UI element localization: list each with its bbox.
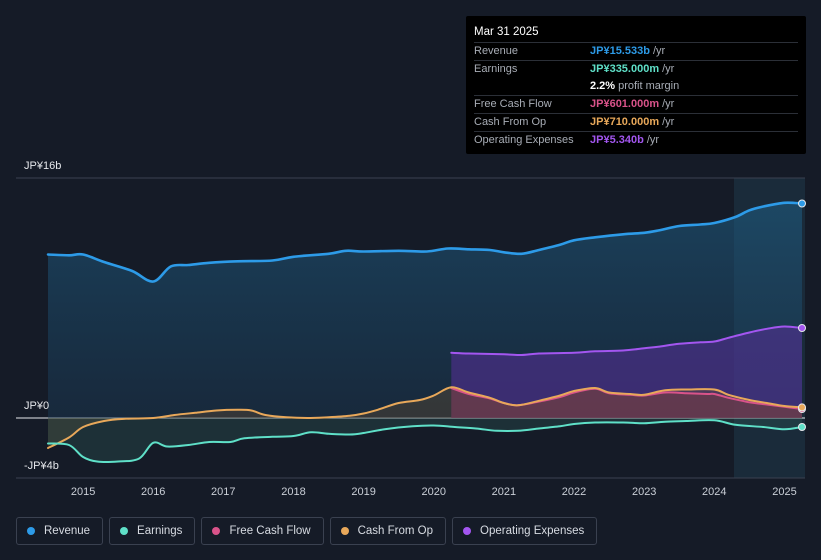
legend-dot-icon	[27, 527, 35, 535]
tooltip-row-label	[474, 78, 590, 95]
x-tick-label: 2024	[702, 486, 726, 498]
x-tick-label: 2018	[281, 486, 305, 498]
tooltip-row-value: JP¥15.533b	[590, 45, 650, 57]
legend-label: Revenue	[44, 525, 91, 537]
chart-plot: 2015 2016 2017 2018 2019 2020 2021 2022 2023 2024…	[16, 177, 806, 498]
series-endpoint-revenue[interactable]	[798, 199, 806, 208]
tooltip-row-label: Revenue	[474, 45, 519, 57]
series-area-cash-from-op	[48, 387, 802, 448]
series-area-free-cash-flow	[451, 388, 802, 418]
series-line-revenue	[46, 201, 804, 283]
series-endpoint-cash-from-op[interactable]	[798, 403, 806, 412]
series-area-earnings	[48, 418, 802, 462]
tooltip-row-label: Operating Expenses	[474, 134, 574, 146]
y-axis-zero-label: JP¥0	[24, 400, 50, 412]
series-endpoint-earnings[interactable]	[798, 423, 806, 431]
y-axis-top-label: JP¥16b	[24, 160, 62, 172]
tooltip-row-label: Earnings	[474, 63, 518, 75]
legend-dot-icon	[463, 527, 472, 535]
tooltip-row-value: JP¥601.000m	[590, 98, 660, 110]
x-tick-label: 2025	[772, 486, 796, 498]
tooltip-row: Operating Expenses JP¥5.340b/yr	[474, 131, 798, 149]
x-tick-label: 2023	[632, 486, 656, 498]
legend-label: Earnings	[137, 525, 183, 537]
legend-item-operating-expenses[interactable]: Operating Expenses	[452, 517, 598, 545]
tooltip-row: Revenue JP¥15.533b/yr	[474, 42, 798, 60]
x-tick-label: 2020	[422, 486, 446, 498]
x-tick-label: 2019	[351, 486, 375, 498]
x-tick-label: 2021	[492, 486, 516, 498]
legend-label: Cash From Op	[357, 525, 434, 537]
legend-item-earnings[interactable]: Earnings	[109, 517, 196, 545]
series-line-operating-expenses	[450, 325, 803, 357]
tooltip-row-value: JP¥335.000m	[590, 63, 660, 75]
tooltip-row-label: Cash From Op	[474, 116, 547, 128]
tooltip-row-value: 2.2%	[590, 80, 616, 92]
legend-label: Free Cash Flow	[229, 525, 311, 537]
series-line-earnings	[47, 419, 803, 463]
tooltip-row-value: JP¥710.000m	[590, 116, 660, 128]
legend-item-free-cash-flow[interactable]: Free Cash Flow	[201, 517, 324, 545]
tooltip-row: Cash From Op JP¥710.000m/yr	[474, 113, 798, 131]
tooltip-row-unit: profit margin	[618, 80, 680, 92]
tooltip-row: 2.2% profit margin	[474, 78, 798, 95]
tooltip-row-unit: /yr	[646, 134, 660, 146]
legend-item-cash-from-op[interactable]: Cash From Op	[329, 517, 447, 545]
legend-item-revenue[interactable]: Revenue	[16, 517, 104, 545]
legend-dot-icon	[120, 527, 129, 535]
x-tick-label: 2015	[71, 486, 95, 498]
legend-dot-icon	[212, 527, 221, 535]
tooltip-row: Earnings JP¥335.000m/yr	[474, 60, 798, 78]
series-endpoint-operating-expenses[interactable]	[798, 324, 806, 332]
tooltip-date: Mar 31 2025	[474, 26, 539, 38]
tooltip-row-value: JP¥5.340b	[590, 134, 644, 146]
x-axis-ticks: 2015 2016 2017 2018 2019 2020 2021 2022 2023 2024…	[71, 486, 797, 498]
tooltip-row-label: Free Cash Flow	[474, 98, 552, 110]
tooltip-row: Free Cash Flow JP¥601.000m/yr	[474, 95, 798, 113]
tooltip-row-unit: /yr	[652, 45, 666, 57]
x-tick-label: 2022	[562, 486, 586, 498]
x-tick-label: 2016	[141, 486, 165, 498]
legend-label: Operating Expenses	[480, 525, 585, 537]
series-layer	[46, 199, 806, 463]
series-line-cash-from-op	[47, 386, 803, 449]
legend-dot-icon	[340, 527, 349, 535]
tooltip-row-unit: /yr	[662, 98, 675, 110]
tooltip-panel: Mar 31 2025 Revenue JP¥15.533b/yr Earnings…	[466, 16, 806, 154]
x-tick-label: 2017	[211, 486, 235, 498]
tooltip-row-unit: /yr	[662, 116, 675, 128]
tooltip-rows: Revenue JP¥15.533b/yr Earnings JP¥335.000m /…	[474, 42, 798, 149]
tooltip-row-unit: /yr	[662, 63, 675, 75]
legend: Revenue Earnings Free Cash Flow Cash From O…	[16, 517, 598, 545]
y-axis-bottom-label: -JP¥4b	[24, 460, 59, 472]
